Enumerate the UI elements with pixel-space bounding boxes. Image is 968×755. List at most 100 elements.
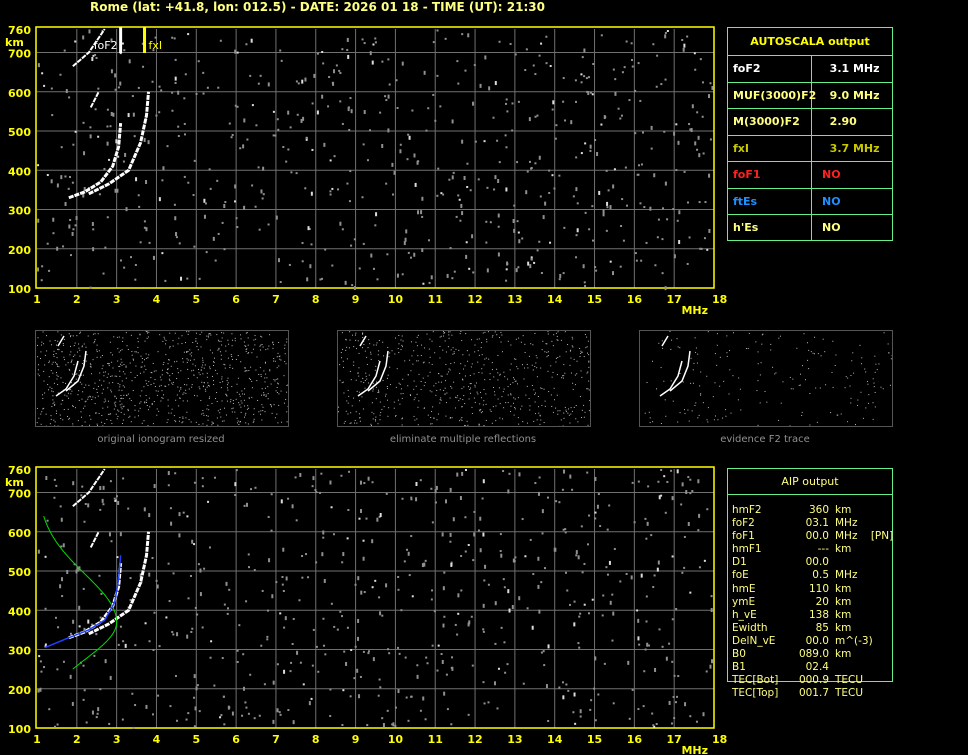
noise-dot: [505, 98, 508, 101]
noise-dot: [396, 368, 398, 370]
noise-dot: [698, 414, 700, 416]
noise-dot: [103, 371, 105, 373]
aip-unit: TECU: [835, 674, 864, 687]
noise-dot: [263, 683, 266, 686]
noise-dot: [174, 472, 177, 475]
noise-dot: [41, 265, 44, 268]
noise-dot: [471, 412, 473, 414]
noise-dot: [479, 391, 481, 393]
x-tick-label: 14: [547, 733, 563, 746]
noise-dot: [676, 219, 679, 222]
noise-dot: [807, 342, 809, 344]
noise-dot: [381, 614, 384, 617]
noise-dot: [336, 628, 339, 631]
noise-dot: [411, 595, 414, 598]
noise-dot: [583, 356, 585, 358]
x-tick-label: 16: [627, 293, 643, 306]
noise-dot: [223, 248, 226, 251]
noise-dot: [580, 352, 582, 354]
noise-dot: [562, 377, 564, 379]
noise-dot: [385, 99, 388, 102]
noise-dot: [280, 390, 282, 392]
noise-dot: [528, 398, 530, 400]
noise-dot: [584, 211, 587, 214]
noise-dot: [53, 350, 55, 352]
noise-dot: [71, 231, 74, 236]
noise-dot: [663, 475, 666, 478]
noise-dot: [188, 419, 190, 421]
noise-dot: [444, 387, 446, 389]
noise-dot: [415, 341, 417, 343]
noise-dot: [497, 225, 500, 228]
noise-dot: [169, 507, 172, 510]
noise-dot: [200, 369, 202, 371]
noise-dot: [416, 360, 418, 362]
noise-dot: [694, 337, 696, 339]
aip-unit: km: [835, 621, 852, 634]
noise-dot: [125, 332, 127, 334]
noise-dot: [167, 368, 169, 370]
noise-dot: [671, 339, 673, 341]
noise-dot: [668, 700, 671, 705]
noise-dot: [702, 712, 705, 717]
noise-dot: [286, 338, 288, 340]
noise-dot: [123, 405, 125, 407]
noise-dot: [224, 367, 226, 369]
noise-dot: [489, 409, 491, 411]
noise-dot: [217, 410, 219, 412]
noise-dot: [766, 401, 768, 403]
noise-dot: [621, 198, 624, 201]
noise-dot: [420, 210, 423, 215]
echo-trace: [661, 335, 669, 347]
noise-dot: [759, 374, 761, 376]
noise-dot: [594, 476, 597, 481]
noise-dot: [226, 380, 228, 382]
noise-dot: [287, 709, 290, 712]
noise-dot: [387, 58, 390, 61]
noise-dot: [251, 396, 253, 398]
noise-dot: [366, 724, 369, 727]
noise-dot: [697, 479, 700, 484]
noise-dot: [716, 333, 718, 335]
x-tick-label: 15: [587, 733, 602, 746]
noise-dot: [401, 397, 403, 399]
noise-dot: [454, 623, 457, 626]
noise-dot: [537, 556, 540, 561]
noise-dot: [726, 355, 728, 357]
noise-dot: [239, 404, 241, 406]
noise-dot: [549, 241, 552, 244]
noise-dot: [194, 365, 196, 367]
noise-dot: [498, 387, 500, 389]
noise-dot: [421, 563, 424, 568]
noise-dot: [250, 38, 253, 43]
noise-dot: [180, 388, 182, 390]
noise-dot: [273, 404, 275, 406]
noise-dot: [852, 352, 854, 354]
noise-dot: [265, 373, 267, 375]
noise-dot: [532, 369, 534, 371]
noise-dot: [403, 560, 406, 563]
noise-dot: [83, 627, 86, 632]
noise-dot: [358, 694, 361, 699]
noise-dot: [681, 482, 684, 487]
noise-dot: [790, 388, 792, 390]
noise-dot: [226, 395, 228, 397]
x-tick-label: 8: [312, 733, 320, 746]
noise-dot: [176, 394, 178, 396]
noise-dot: [249, 74, 252, 77]
noise-dot: [809, 424, 811, 426]
noise-dot: [406, 158, 409, 161]
noise-dot: [526, 363, 528, 365]
noise-dot: [104, 423, 106, 425]
noise-dot: [44, 364, 46, 366]
noise-dot: [269, 369, 271, 371]
noise-dot: [500, 626, 503, 629]
noise-dot: [533, 420, 535, 422]
noise-dot: [417, 406, 419, 408]
noise-dot: [465, 333, 467, 335]
noise-dot: [338, 411, 340, 413]
noise-dot: [868, 402, 870, 404]
noise-dot: [890, 358, 892, 360]
noise-dot: [570, 120, 573, 125]
noise-dot: [450, 363, 452, 365]
